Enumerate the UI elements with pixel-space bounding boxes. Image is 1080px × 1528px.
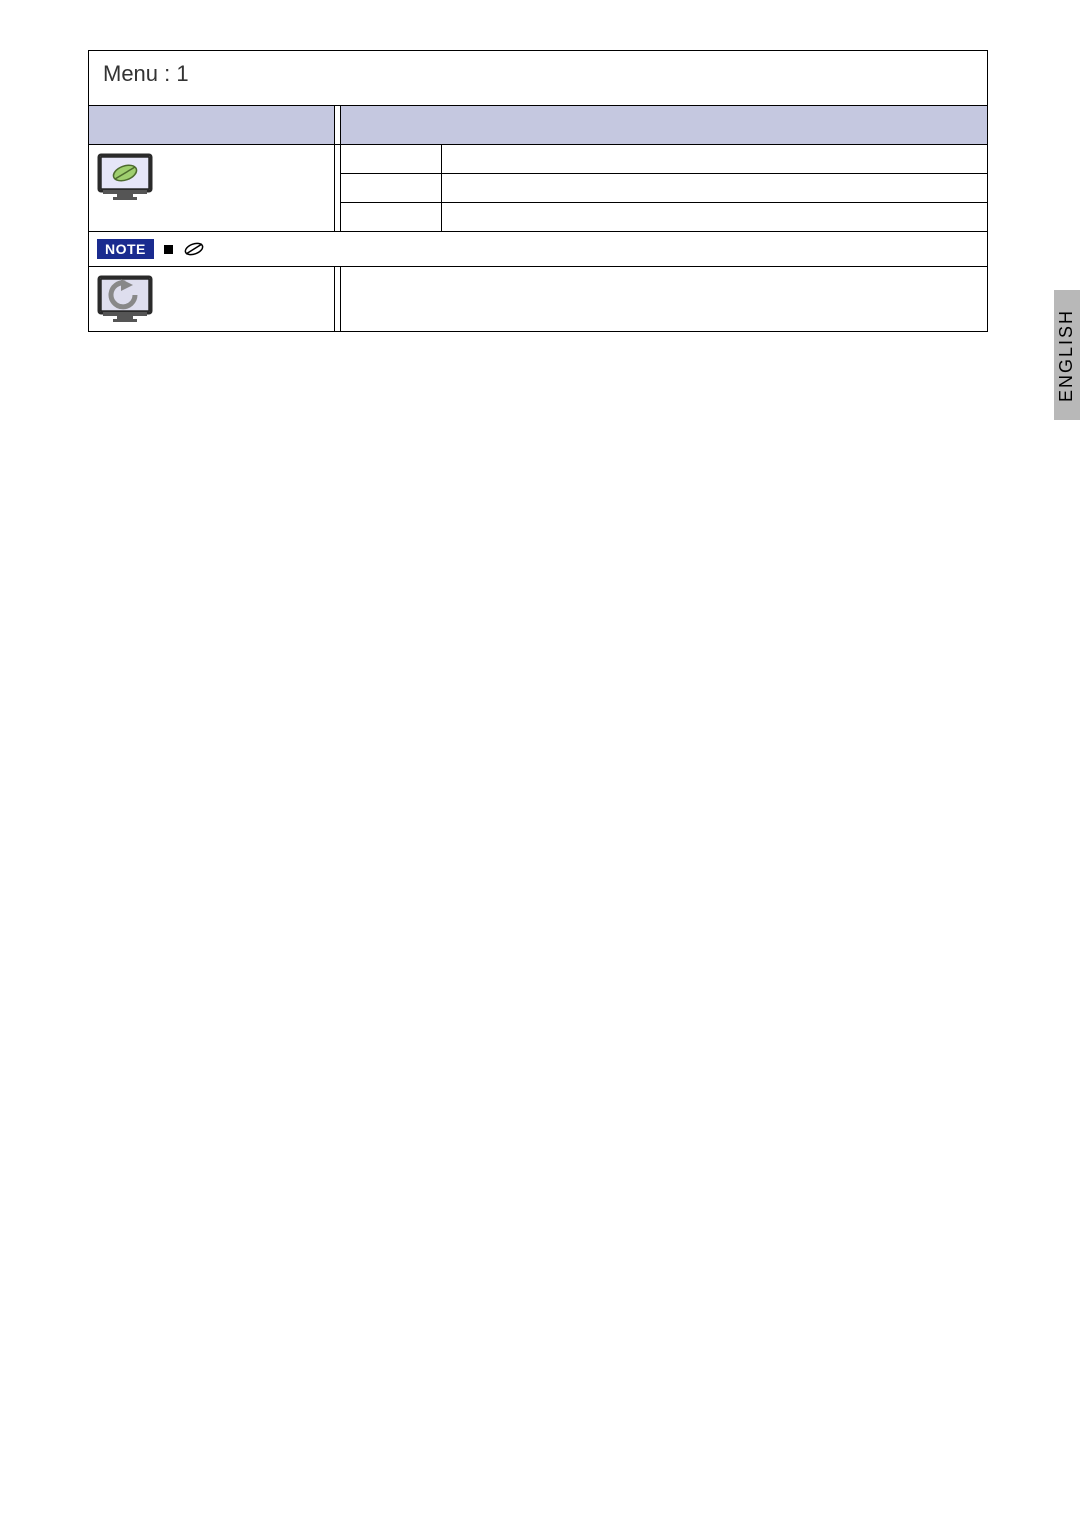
eco-label — [153, 153, 167, 181]
language-tab-text: ENGLISH — [1057, 308, 1078, 401]
page-footer — [986, 1472, 990, 1488]
note-badge: NOTE — [97, 239, 154, 259]
cell — [341, 145, 441, 174]
menu-title: Menu : 1 — [103, 61, 189, 86]
eco-right-cell — [341, 145, 987, 231]
menu-subtitle — [103, 87, 973, 103]
menu-table: Menu : 1 — [88, 50, 988, 332]
reset-monitor-icon — [97, 275, 153, 323]
language-tab: ENGLISH — [1054, 290, 1080, 420]
reset-right-cell — [341, 267, 987, 331]
leaf-icon — [183, 238, 205, 260]
cell — [441, 174, 987, 203]
page-container: Menu : 1 — [88, 50, 988, 332]
table-header-row — [89, 106, 987, 145]
table-row — [341, 174, 987, 203]
eco-sub-table — [341, 145, 987, 231]
bullet-icon — [164, 245, 173, 254]
table-row — [341, 145, 987, 174]
menu-title-row: Menu : 1 — [89, 51, 987, 106]
header-left — [89, 106, 335, 144]
note-row: NOTE — [89, 231, 987, 267]
header-right — [341, 106, 987, 144]
note-text — [215, 241, 979, 257]
eco-monitor-icon — [97, 153, 153, 201]
eco-left-cell — [89, 145, 335, 231]
table-row — [341, 203, 987, 232]
cell — [341, 174, 441, 203]
reset-label — [153, 275, 167, 303]
reset-row — [89, 267, 987, 331]
eco-row — [89, 145, 987, 231]
cell — [441, 203, 987, 232]
cell — [441, 145, 987, 174]
cell — [341, 203, 441, 232]
reset-left-cell — [89, 267, 335, 331]
